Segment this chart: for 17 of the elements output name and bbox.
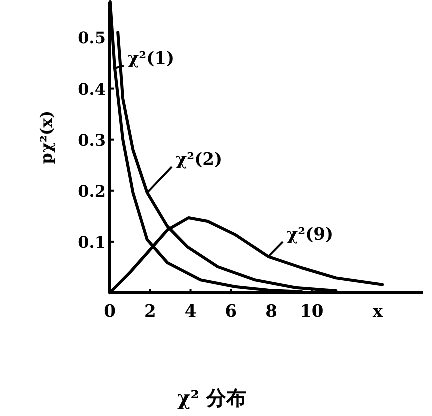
text: χ²(2) [176,150,223,170]
y-tick-label: 0.5 [78,28,106,48]
x-tick-label: 10 [300,302,324,322]
x-tick-label: 2 [144,302,156,322]
y-tick-label: 0.4 [78,80,106,99]
y-tick-label: 0.2 [78,182,106,201]
y-axis-title: pχ²(x) [37,110,56,164]
y-tick-label: 0.1 [78,232,106,252]
series-label: χ²(9) [287,225,334,245]
x-tick-label: 4 [184,302,197,322]
x-tick-label: 0 [104,302,116,322]
x-tick-label: 6 [225,302,238,322]
legend-label: χ²(1) [128,49,175,69]
y-tick-label: 0.3 [78,130,106,150]
x-tick-label: 8 [266,302,278,322]
text: χ² 分布 [178,386,246,410]
x-axis-title: x [372,302,384,322]
